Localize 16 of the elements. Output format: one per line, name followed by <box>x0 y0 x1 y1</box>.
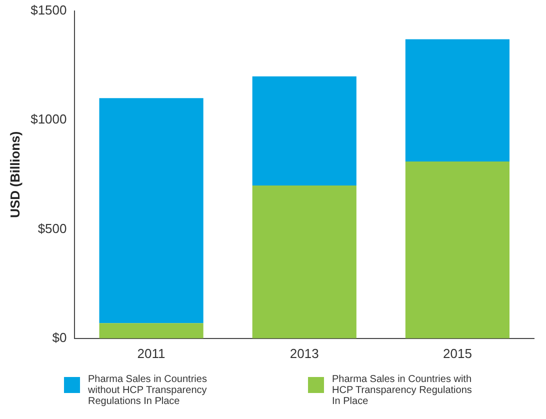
y-axis-title: USD (Billions) <box>7 131 22 218</box>
bar <box>252 186 356 338</box>
bar <box>252 76 356 186</box>
legend-label: Pharma Sales in Countries with HCP Transparency Regulations In Place <box>332 374 473 407</box>
bar <box>405 39 510 162</box>
y-tick-label: $1000 <box>30 112 67 127</box>
y-tick-label: $500 <box>38 220 67 236</box>
legend-label: Pharma Sales in Countries without HCP Transparency Regulations In Place <box>88 374 208 407</box>
bar <box>99 323 204 338</box>
x-tick-label: 2011 <box>137 346 166 361</box>
bar <box>99 98 204 324</box>
y-tick-label: $0 <box>52 330 67 345</box>
bar <box>405 161 510 338</box>
y-tick-label: $1500 <box>30 2 67 18</box>
x-tick-label: 2015 <box>442 346 472 361</box>
x-tick-label: 2013 <box>290 346 319 361</box>
